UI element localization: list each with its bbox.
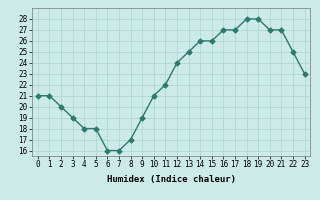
- X-axis label: Humidex (Indice chaleur): Humidex (Indice chaleur): [107, 175, 236, 184]
